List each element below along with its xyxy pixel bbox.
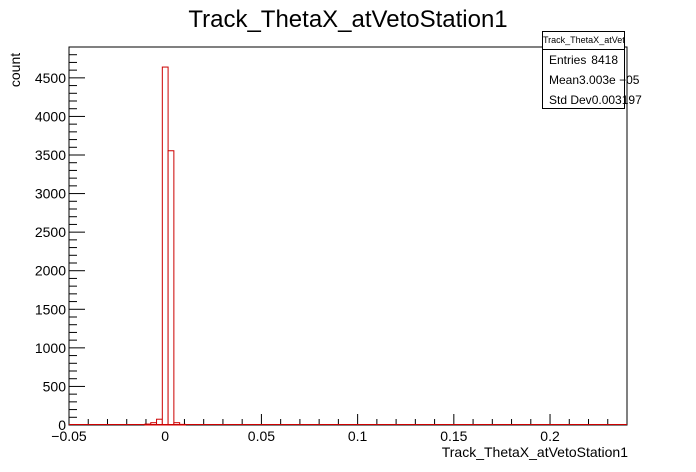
y-tick-label: 4000 [35,108,66,124]
y-tick-label: 500 [43,378,67,394]
stats-value: 0.003197 [591,93,642,107]
y-tick-label: 3500 [35,147,66,163]
x-tick-label: −0.05 [51,428,87,444]
x-tick-label: 0.05 [248,428,275,444]
x-tick-label: 0 [161,428,169,444]
x-tick-label: 0.1 [348,428,368,444]
stats-value: 3.003e −05 [579,73,640,87]
y-axis-ticks: 0 500 1000 1500 2000 2500 3000 3500 4000 4500 [35,46,85,433]
y-tick-label: 1500 [35,301,66,317]
y-tick-label: 2000 [35,263,66,279]
histogram-bin [161,66,169,426]
y-tick-label: 1000 [35,340,66,356]
histogram-bars [69,66,627,426]
y-tick-label: 2500 [35,224,66,240]
x-axis-label: Track_ThetaX_atVetoStation1 [442,444,628,460]
y-axis-label: count [7,53,23,87]
stats-label: Std Dev [549,93,592,107]
stats-row-mean: Mean 3.003e −05 [543,70,639,90]
stats-row-entries: Entries 8418 [543,50,624,70]
stats-box: Track_ThetaX_atVetoStation1 Entries 8418… [542,31,642,110]
stats-title: Track_ThetaX_atVetoStation1 [543,32,624,50]
x-axis-ticks: −0.05 0 0.05 0.1 0.15 0.2 [51,414,628,444]
chart-title: Track_ThetaX_atVetoStation1 [188,6,507,33]
stats-value: 8418 [591,53,618,67]
y-tick-label: 0 [58,417,66,433]
y-tick-label: 4500 [35,70,66,86]
stats-row-stddev: Std Dev 0.003197 [543,90,642,110]
stats-label: Entries [549,53,587,67]
x-tick-label: 0.2 [540,428,560,444]
y-tick-label: 3000 [35,186,66,202]
x-tick-label: 0.15 [440,428,467,444]
stats-label: Mean [549,73,580,87]
histogram-bin [167,150,175,426]
